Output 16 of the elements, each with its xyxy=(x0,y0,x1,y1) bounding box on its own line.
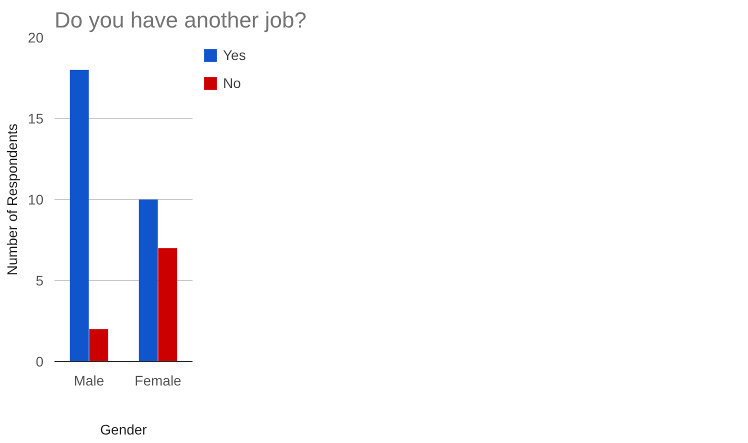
chart-title: Do you have another job? xyxy=(54,8,306,32)
bar xyxy=(89,329,108,362)
x-axis-title: Gender xyxy=(100,422,148,438)
y-tick-label: 5 xyxy=(36,272,44,288)
y-tick-label: 10 xyxy=(28,192,44,208)
y-tick-label: 15 xyxy=(28,110,44,126)
legend-label: Yes xyxy=(223,47,246,63)
y-tick-label: 20 xyxy=(28,30,44,46)
x-tick-label: Female xyxy=(134,372,182,388)
y-tick-label: 0 xyxy=(36,354,44,370)
bar xyxy=(138,200,158,362)
y-axis-title: Number of Respondents xyxy=(4,124,20,276)
legend-label: No xyxy=(223,75,242,91)
x-tick-label: Male xyxy=(74,372,104,388)
bar xyxy=(70,70,89,362)
bar xyxy=(158,248,178,362)
